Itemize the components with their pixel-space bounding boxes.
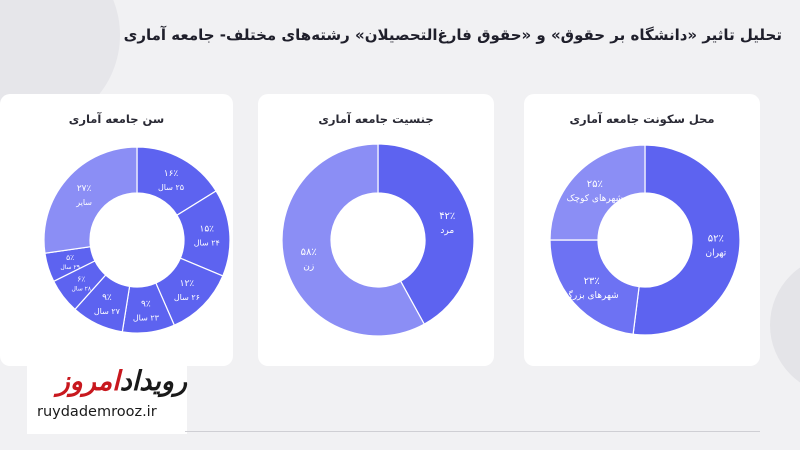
age-chart-card: سن جامعه آماری ۱۶٪ ۲۵ سال ۱۵٪ ۲۴ سال ۱۲٪ ۲۶ س…: [0, 94, 233, 366]
slice-name-label: ۲۴ سال: [194, 238, 220, 247]
slice-name-label: ۲۶ سال: [174, 293, 200, 302]
slice-name-label: زن: [303, 262, 314, 272]
site-logo: رویدادامروز ruydademrooz.ir: [27, 362, 187, 434]
slice-percent-label: ۵۸٪: [301, 247, 317, 258]
page-title: تحلیل تاثیر «دانشگاه بر حقوق» و «حقوق فا…: [123, 26, 782, 44]
slice-percent-label: ۴۲٪: [439, 211, 455, 222]
chart-title: سن جامعه آماری: [68, 112, 165, 126]
donut-slice: [377, 143, 475, 325]
chart-title: جنسیت جامعه آماری: [318, 112, 434, 126]
gender-donut-chart: ۴۲٪ مرد ۵۸٪ زن: [281, 143, 475, 337]
slice-name-label: ۲۳ سال: [133, 313, 160, 322]
slice-name-label: سایر: [75, 198, 92, 207]
slice-percent-label: ۲۷٪: [77, 184, 92, 194]
slice-percent-label: ۱۶٪: [164, 169, 179, 179]
age-donut-chart: ۱۶٪ ۲۵ سال ۱۵٪ ۲۴ سال ۱۲٪ ۲۶ سال ۹٪ ۲۳ سال ۹٪ ۲۷ …: [43, 146, 231, 334]
slice-name-label: شهرهای کوچک: [566, 194, 623, 204]
gender-chart-card: جنسیت جامعه آماری ۴۲٪ مرد ۵۸٪ زن: [258, 94, 494, 366]
donut-slice: [632, 144, 741, 336]
donut-slice: [281, 143, 426, 337]
donut-slice: [549, 239, 640, 335]
residence-chart-card: محل سکونت جامعه آماری ۵۲٪ تهران ۲۳٪ شهرهای …: [524, 94, 760, 366]
slice-percent-label: ۱۵٪: [200, 224, 215, 234]
donut-slice: [43, 146, 138, 254]
slice-percent-label: ۲۵٪: [587, 179, 603, 190]
slice-percent-label: ۵٪: [66, 253, 74, 262]
slice-name-label: ۲۷ سال: [94, 307, 121, 316]
logo-url: ruydademrooz.ir: [37, 404, 157, 420]
donut-slice: [549, 144, 646, 241]
slice-percent-label: ۲۳٪: [584, 276, 600, 287]
decorative-shape: [770, 255, 800, 395]
divider: [185, 431, 760, 432]
slice-percent-label: ۹٪: [141, 299, 151, 309]
slice-percent-label: ۶٪: [77, 274, 85, 283]
chart-title: محل سکونت جامعه آماری: [569, 112, 715, 126]
slice-name-label: شهرهای بزرگ: [565, 289, 619, 301]
slice-percent-label: ۵۲٪: [708, 233, 724, 244]
slice-percent-label: ۹٪: [102, 293, 112, 303]
logo-text: رویدادامروز: [56, 366, 187, 397]
slice-name-label: تهران: [705, 248, 726, 258]
slice-name-label: ۲۸ سال: [72, 285, 92, 292]
residence-donut-chart: ۵۲٪ تهران ۲۳٪ شهرهای بزرگ ۲۵٪ شهرهای کوچک: [549, 144, 741, 336]
slice-percent-label: ۱۲٪: [180, 279, 195, 289]
slice-name-label: مرد: [440, 226, 454, 236]
slice-name-label: ۲۹ سال: [60, 264, 80, 271]
slice-name-label: ۲۵ سال: [158, 183, 184, 192]
